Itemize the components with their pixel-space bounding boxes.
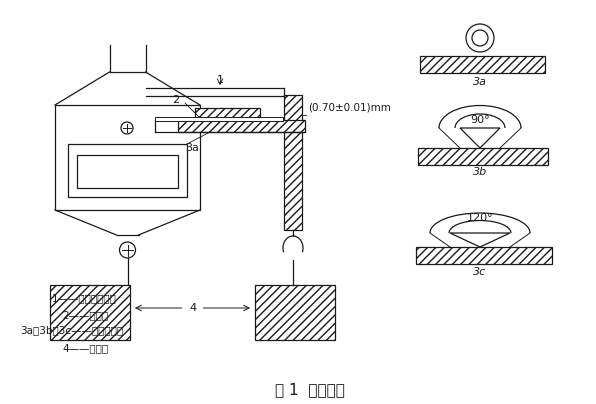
- Text: 1: 1: [216, 75, 224, 85]
- Circle shape: [121, 122, 133, 134]
- Text: 图 1  压痕装置: 图 1 压痕装置: [275, 383, 345, 398]
- Text: 3a: 3a: [473, 77, 487, 87]
- Polygon shape: [450, 233, 510, 247]
- Text: 4——负荷。: 4——负荷。: [62, 343, 108, 353]
- Text: 1——长方形刀具；: 1——长方形刀具；: [52, 293, 117, 303]
- Bar: [418, 148, 548, 165]
- Bar: [178, 120, 305, 132]
- Bar: [50, 285, 130, 340]
- Text: 90°: 90°: [470, 115, 490, 125]
- Text: 3a，3b，3c——试样支架；: 3a，3b，3c——试样支架；: [20, 325, 123, 335]
- Polygon shape: [460, 128, 500, 148]
- Bar: [155, 117, 283, 121]
- Circle shape: [466, 24, 494, 52]
- Bar: [68, 144, 187, 197]
- Text: 2: 2: [172, 95, 179, 105]
- Bar: [284, 95, 302, 230]
- Bar: [55, 105, 200, 210]
- Bar: [195, 108, 260, 120]
- Bar: [77, 155, 178, 188]
- Circle shape: [472, 30, 488, 46]
- Circle shape: [120, 242, 135, 258]
- Text: 3b: 3b: [473, 167, 487, 177]
- Bar: [416, 247, 552, 264]
- Text: 4: 4: [189, 303, 196, 313]
- Text: 2——试样；: 2——试样；: [62, 310, 108, 320]
- Text: 3a: 3a: [185, 143, 199, 153]
- Bar: [420, 56, 545, 73]
- Text: 120°: 120°: [467, 213, 493, 223]
- Text: 3c: 3c: [473, 267, 486, 277]
- Bar: [255, 285, 335, 340]
- Text: (0.70±0.01)mm: (0.70±0.01)mm: [308, 102, 391, 112]
